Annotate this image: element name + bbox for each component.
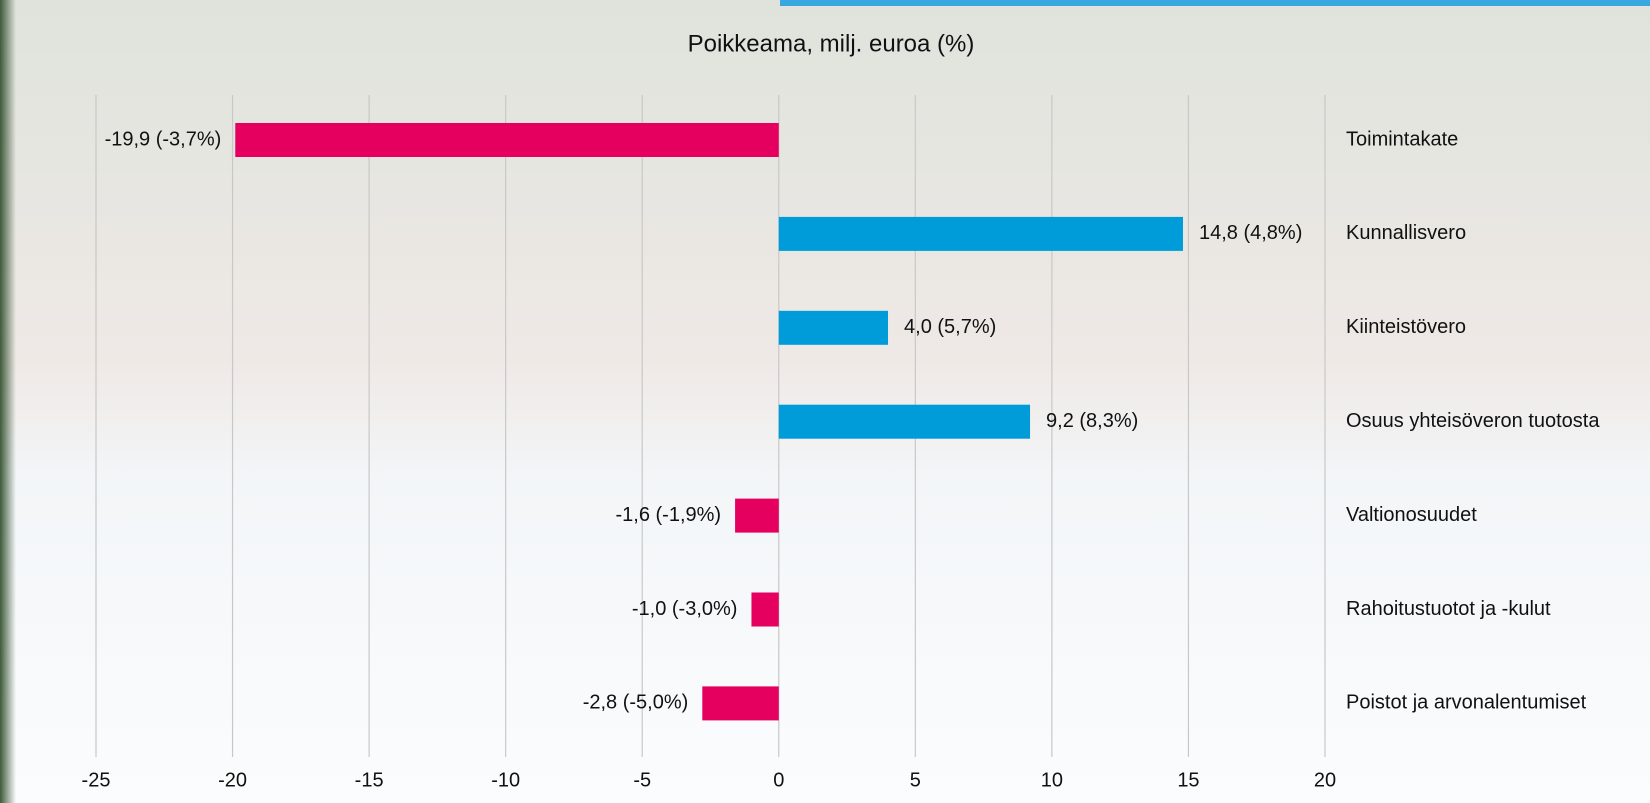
category-label: Kunnallisvero: [1346, 222, 1466, 244]
chart-title: Poikkeama, milj. euroa (%): [688, 30, 975, 57]
data-label: 4,0 (5,7%): [904, 316, 996, 338]
bar: [778, 310, 889, 345]
x-tick-label: 20: [1314, 769, 1336, 791]
category-label: Poistot ja arvonalentumiset: [1346, 692, 1587, 714]
bar: [735, 498, 779, 533]
top-band: [780, 0, 1650, 6]
data-label: 14,8 (4,8%): [1199, 222, 1302, 244]
category-label: Toimintakate: [1346, 128, 1458, 150]
x-tick-label: -15: [355, 769, 384, 791]
x-tick-label: 5: [910, 769, 921, 791]
bar: [778, 216, 1183, 251]
category-label: Kiinteistövero: [1346, 316, 1466, 338]
data-label: -2,8 (-5,0%): [583, 692, 689, 714]
category-label: Rahoitustuotot ja -kulut: [1346, 598, 1551, 620]
bar: [235, 123, 779, 157]
data-label: -19,9 (-3,7%): [105, 128, 222, 150]
x-tick-label: -5: [633, 769, 651, 791]
x-tick-label: 10: [1041, 769, 1063, 791]
x-tick-label: -25: [82, 769, 111, 791]
bar: [778, 404, 1031, 439]
x-tick-label: 15: [1177, 769, 1199, 791]
x-tick-label: 0: [773, 769, 784, 791]
bar: [702, 686, 779, 721]
background-edge: [0, 0, 16, 803]
bar: [751, 592, 779, 627]
x-tick-label: -10: [491, 769, 520, 791]
category-label: Valtionosuudet: [1346, 504, 1477, 526]
data-label: -1,0 (-3,0%): [632, 598, 738, 620]
data-label: -1,6 (-1,9%): [615, 504, 721, 526]
x-tick-label: -20: [218, 769, 247, 791]
category-label: Osuus yhteisöveron tuotosta: [1346, 410, 1600, 432]
data-label: 9,2 (8,3%): [1046, 410, 1138, 432]
